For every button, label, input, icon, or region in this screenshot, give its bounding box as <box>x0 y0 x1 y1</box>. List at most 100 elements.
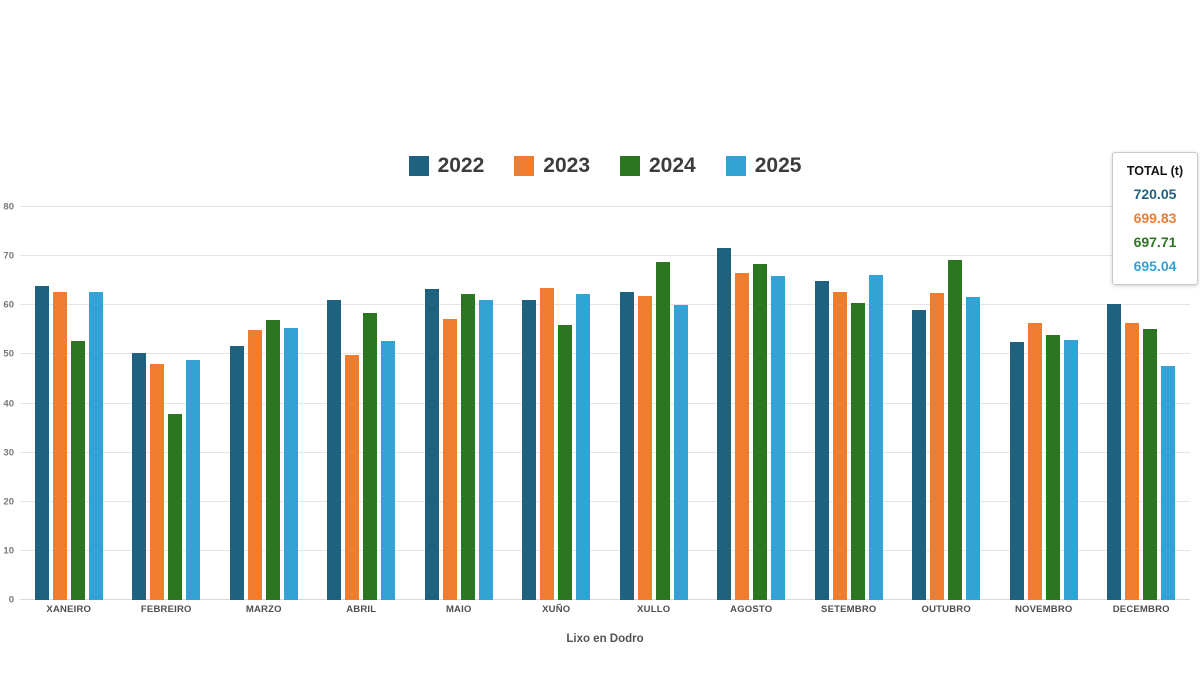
bar-2022-xuño[interactable] <box>522 300 537 600</box>
bar-2024-outubro[interactable] <box>948 260 963 600</box>
legend-item-2022[interactable]: 2022 <box>408 154 485 178</box>
y-tick-label-60: 60 <box>3 299 14 311</box>
bar-2023-xuño[interactable] <box>540 287 555 600</box>
bar-group-xuño <box>508 207 606 600</box>
x-label-marzo: MARZO <box>245 604 282 615</box>
bar-2024-marzo[interactable] <box>265 320 280 600</box>
total-box: TOTAL (t) 720.05 699.83 697.71 695.04 <box>1112 152 1198 285</box>
bar-2025-decembro[interactable] <box>1161 366 1176 600</box>
bar-group-marzo <box>215 207 313 600</box>
bar-2023-maio[interactable] <box>442 319 457 600</box>
y-tick-label-0: 0 <box>8 594 14 606</box>
bar-2025-outubro[interactable] <box>966 297 981 600</box>
bar-2022-xaneiro[interactable] <box>34 285 49 600</box>
bar-group-abril <box>313 207 411 600</box>
bar-2022-novembro[interactable] <box>1009 342 1024 600</box>
bar-2024-xullo[interactable] <box>655 261 670 600</box>
total-box-values: 720.05 699.83 697.71 695.04 <box>1117 182 1193 278</box>
gridline-10 <box>20 549 1190 551</box>
bar-2023-abril[interactable] <box>345 354 360 600</box>
bar-2022-setembro[interactable] <box>814 281 829 600</box>
bar-group-setembro <box>800 207 898 600</box>
bar-groups <box>20 207 1190 600</box>
bar-2023-novembro[interactable] <box>1027 323 1042 600</box>
bar-group-decembro <box>1093 207 1191 600</box>
bar-2024-abril[interactable] <box>363 313 378 600</box>
legend-item-2024[interactable]: 2024 <box>620 154 696 178</box>
x-label-agosto: AGOSTO <box>730 604 773 615</box>
bar-2025-xuño[interactable] <box>576 294 591 600</box>
bar-2025-xullo[interactable] <box>673 304 688 600</box>
chart-legend: 2022 2023 2024 2025 <box>20 150 1190 182</box>
bar-2025-abril[interactable] <box>381 340 396 600</box>
bar-2023-xaneiro[interactable] <box>52 292 67 600</box>
legend-swatch-icon <box>725 156 746 176</box>
x-label-abril: ABRIL <box>346 604 377 615</box>
bar-2024-decembro[interactable] <box>1143 328 1158 600</box>
bar-2024-setembro[interactable] <box>850 303 865 600</box>
bar-group-novembro <box>995 207 1093 600</box>
bar-2022-abril[interactable] <box>327 299 342 600</box>
bar-2023-xullo[interactable] <box>637 295 652 600</box>
bar-group-febreiro <box>118 207 216 600</box>
x-label-xaneiro: XANEIRO <box>46 604 92 615</box>
bar-2023-outubro[interactable] <box>930 292 945 600</box>
y-tick-label-30: 30 <box>3 447 14 459</box>
chart-title: Lixo en Dodro <box>566 633 644 645</box>
bar-2025-marzo[interactable] <box>283 327 298 600</box>
x-label-novembro: NOVEMBRO <box>1014 604 1073 615</box>
bar-2023-setembro[interactable] <box>832 291 847 600</box>
bar-2022-maio[interactable] <box>424 288 439 600</box>
bar-2022-marzo[interactable] <box>229 345 244 600</box>
gridline-50 <box>20 353 1190 355</box>
bar-2023-agosto[interactable] <box>735 273 750 600</box>
gridline-60 <box>20 304 1190 306</box>
y-tick-label-20: 20 <box>3 496 14 508</box>
bar-2024-xuño[interactable] <box>558 325 573 600</box>
x-label-xullo: XULLO <box>637 604 671 615</box>
bar-2025-maio[interactable] <box>478 299 493 600</box>
x-label-maio: MAIO <box>445 604 472 615</box>
total-value-2024: 697.71 <box>1133 234 1177 250</box>
legend-swatch-icon <box>514 156 535 176</box>
x-label-setembro: SETEMBRO <box>821 604 877 615</box>
bar-2022-xullo[interactable] <box>619 292 634 600</box>
bar-2025-agosto[interactable] <box>771 276 786 600</box>
bar-2022-decembro[interactable] <box>1107 303 1122 600</box>
bar-group-xaneiro <box>20 207 118 600</box>
bar-2023-febreiro[interactable] <box>150 364 165 600</box>
y-tick-label-40: 40 <box>3 398 14 409</box>
bar-2024-maio[interactable] <box>460 293 475 600</box>
legend-swatch-icon <box>408 156 429 176</box>
bar-2025-setembro[interactable] <box>868 275 883 600</box>
gridline-70 <box>20 255 1190 257</box>
gridline-40 <box>20 402 1190 404</box>
bar-2024-xaneiro[interactable] <box>70 341 85 600</box>
y-tick-label-10: 10 <box>3 545 14 557</box>
legend-item-2025[interactable]: 2025 <box>725 154 801 178</box>
bar-2022-agosto[interactable] <box>717 248 732 600</box>
y-tick-label-70: 70 <box>3 250 14 262</box>
bar-2024-agosto[interactable] <box>753 264 768 600</box>
bar-2025-xaneiro[interactable] <box>88 292 103 600</box>
legend-item-2023[interactable]: 2023 <box>514 154 590 178</box>
y-tick-label-80: 80 <box>3 201 14 213</box>
x-label-decembro: DECEMBRO <box>1112 604 1170 615</box>
total-box-title: TOTAL (t) <box>1126 164 1184 178</box>
bar-2024-febreiro[interactable] <box>168 413 183 600</box>
x-label-xuño: XUÑO <box>542 604 571 615</box>
bar-group-maio <box>410 207 508 600</box>
bar-2024-novembro[interactable] <box>1045 334 1060 600</box>
bar-2022-outubro[interactable] <box>912 309 927 600</box>
bar-group-outubro <box>898 207 996 600</box>
bar-2025-febreiro[interactable] <box>186 359 201 600</box>
bar-group-xullo <box>605 207 703 600</box>
x-label-febreiro: FEBREIRO <box>140 604 192 615</box>
bar-2023-decembro[interactable] <box>1125 323 1140 600</box>
legend-label: 2022 <box>437 154 485 177</box>
bar-2025-novembro[interactable] <box>1063 339 1078 600</box>
gridline-0 <box>20 599 1190 600</box>
bar-2022-febreiro[interactable] <box>132 353 147 600</box>
bar-2023-marzo[interactable] <box>247 330 262 600</box>
